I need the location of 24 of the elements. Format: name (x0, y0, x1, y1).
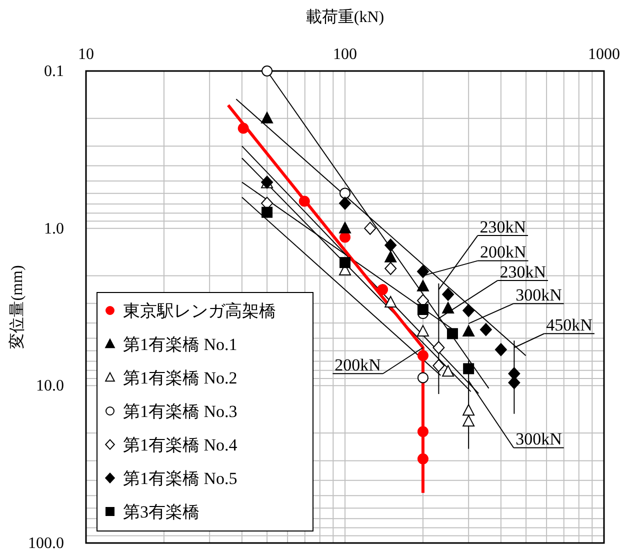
y-tick-label: 1.0 (44, 220, 64, 238)
legend-label: 第1有楽橋 No.1 (123, 335, 238, 354)
legend-label: 第3有楽橋 (123, 502, 200, 522)
annotation: 300kN (468, 380, 564, 449)
legend-label: 第1有楽橋 No.2 (123, 368, 238, 388)
annotation: 230kN (480, 218, 526, 237)
x-tick-label: 100 (333, 46, 357, 63)
y-axis-title: 変位量(mm) (8, 265, 26, 349)
x-axis-title: 載荷重(kN) (306, 8, 384, 26)
legend-label: 第1有楽橋 No.3 (123, 402, 238, 421)
annotation: 200kN (480, 242, 526, 262)
legend-label: 第1有楽橋 No.4 (123, 436, 238, 454)
annotation: 200kN (334, 356, 381, 375)
annotation: 300kN (516, 430, 562, 449)
y-tick-label: 10.0 (36, 378, 64, 395)
legend-label: 第1有楽橋 No.5 (123, 469, 238, 488)
annotation: 200kN (332, 347, 424, 375)
y-tick-label: 100.0 (28, 535, 64, 552)
annotation: 300kN (516, 286, 562, 305)
x-tick-label: 1000 (588, 46, 620, 63)
y-tick-label: 0.1 (44, 63, 64, 80)
annotation: 230kN (500, 262, 546, 282)
x-tick-label: 10 (78, 46, 94, 63)
legend-label: 東京駅レンガ高架橋 (123, 302, 276, 320)
